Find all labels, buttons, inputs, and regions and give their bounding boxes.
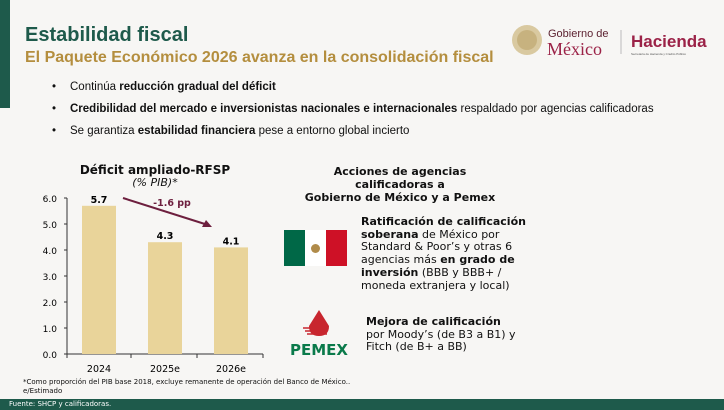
accent-bar — [0, 0, 10, 108]
data-label: 4.1 — [223, 236, 240, 247]
change-annotation: -1.6 pp — [153, 198, 191, 209]
y-tick-label: 5.0 — [43, 221, 58, 231]
y-tick-label: 6.0 — [43, 195, 58, 205]
svg-text:Secretaría de Hacienda y Crédi: Secretaría de Hacienda y Crédito Público — [631, 52, 686, 56]
page-subtitle: El Paquete Económico 2026 avanza en la c… — [25, 49, 494, 66]
bar-2024 — [82, 205, 116, 354]
footnote: *Como proporción del PIB base 2018, excl… — [23, 378, 351, 395]
source-footer: Fuente: SHCP y calificadoras. — [0, 399, 724, 410]
pemex-rating-text: Mejora de calificación por Moody’s (de B3… — [366, 315, 516, 353]
svg-text:Gobierno de: Gobierno de — [548, 28, 609, 40]
y-tick-label: 1.0 — [43, 325, 58, 335]
bullet-item: • Se garantiza estabilidad financiera pes… — [52, 125, 410, 137]
svg-text:PEMEX: PEMEX — [290, 341, 348, 358]
x-tick-label: 2026e — [216, 364, 246, 375]
x-tick-label: 2024 — [87, 364, 111, 375]
pemex-logo: PEMEX — [290, 310, 348, 358]
gobierno-hacienda-logo: Gobierno de México Hacienda Secretaría d… — [512, 25, 707, 59]
arrowhead-icon — [202, 220, 212, 227]
ratings-title: Acciones de agencias calificadoras a Gobi… — [304, 165, 496, 204]
y-tick-label: 0.0 — [43, 351, 58, 361]
y-tick-label: 3.0 — [43, 273, 58, 283]
deficit-bar-chart: 0.0 1.0 2.0 3.0 4.0 5.0 6.0 5.7 2024 4.3 2025e 4.1 2… — [43, 195, 264, 375]
bar-2025e — [148, 242, 182, 354]
chart-title: Déficit ampliado-RFSP — [79, 163, 231, 177]
bullet-item: • Credibilidad del mercado e inversionist… — [52, 103, 654, 115]
chart-subtitle: (% PIB)* — [132, 176, 178, 189]
y-tick-label: 2.0 — [43, 299, 58, 309]
bar-2026e — [214, 247, 248, 354]
bullet-item: • Continúa reducción gradual del déficit — [52, 81, 276, 93]
page-title: Estabilidad fiscal — [25, 24, 189, 46]
data-label: 5.7 — [91, 195, 108, 206]
x-tick-label: 2025e — [150, 364, 180, 375]
svg-text:México: México — [547, 39, 602, 59]
mexico-flag-icon — [284, 230, 347, 266]
sovereign-rating-text: Ratificación de calificación soberana de… — [361, 215, 526, 292]
data-label: 4.3 — [157, 231, 174, 242]
y-tick-label: 4.0 — [43, 247, 58, 257]
trend-arrow — [122, 197, 209, 226]
svg-text:Hacienda: Hacienda — [631, 32, 707, 51]
